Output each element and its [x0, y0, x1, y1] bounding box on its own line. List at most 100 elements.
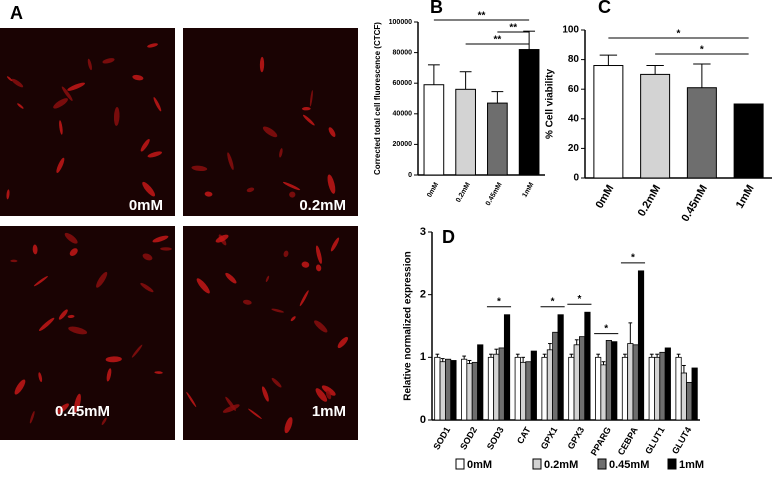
cell [337, 336, 349, 349]
cell [284, 417, 293, 434]
panel-label: D [442, 227, 455, 247]
image-caption: 1mM [312, 403, 346, 420]
cell [56, 157, 65, 173]
significance-label: ** [478, 11, 486, 22]
image-caption: 0.2mM [299, 197, 346, 214]
bar [579, 336, 586, 421]
legend-label: 0mM [467, 459, 492, 471]
y-tick-label: 0 [573, 173, 579, 184]
cell [68, 326, 88, 335]
legend-label: 1mM [679, 459, 704, 471]
cell [289, 191, 296, 198]
bar [557, 314, 564, 421]
significance-label: * [604, 323, 608, 334]
cell [67, 314, 75, 318]
x-tick-label: SOD1 [431, 425, 452, 451]
cell [153, 97, 162, 112]
cell [290, 316, 296, 322]
cell [265, 275, 270, 283]
image-caption: 0mM [129, 197, 163, 214]
cell [39, 317, 55, 332]
cell [330, 237, 340, 252]
significance-label: ** [493, 35, 501, 46]
cell [299, 290, 309, 307]
bar [632, 344, 639, 421]
cell [282, 181, 301, 191]
bar [487, 102, 508, 176]
cell [53, 98, 68, 109]
cell [29, 411, 35, 424]
cell [73, 393, 81, 413]
significance-label: * [551, 296, 555, 307]
x-tick-label: 0.45mM [485, 181, 504, 207]
bar [466, 363, 473, 421]
bar [461, 358, 468, 421]
cell [67, 82, 86, 91]
legend-swatch [667, 458, 677, 470]
cell [315, 388, 328, 402]
cell [10, 259, 18, 263]
cell [61, 86, 73, 101]
y-tick-label: 60000 [393, 80, 413, 87]
bar [621, 356, 629, 421]
cell [105, 356, 122, 363]
bar [593, 65, 624, 179]
cell [196, 278, 210, 294]
legend-label: 0.2mM [544, 459, 578, 471]
significance-label: * [677, 29, 681, 40]
cell [59, 120, 63, 135]
bar [680, 372, 687, 421]
cell [309, 90, 313, 107]
bar [686, 87, 717, 179]
bar [444, 358, 452, 421]
bar [541, 356, 548, 421]
cell [186, 391, 197, 408]
cell [132, 74, 144, 81]
x-tick-label: GLUT4 [670, 425, 693, 456]
x-tick-label: 0.2mM [636, 183, 664, 219]
cell [113, 107, 120, 126]
x-tick-label: GPX1 [539, 425, 560, 451]
significance-label: * [577, 294, 581, 305]
cell [17, 103, 24, 109]
x-tick-label: 0.2mM [455, 181, 472, 204]
bar [605, 340, 612, 421]
bar [477, 344, 484, 421]
cell [32, 244, 38, 255]
cell [222, 404, 240, 413]
cell [191, 165, 208, 172]
cell [262, 126, 278, 138]
cell [142, 181, 156, 197]
cell [225, 272, 237, 284]
bar [423, 84, 445, 176]
bar [600, 364, 607, 421]
bar [648, 356, 655, 421]
micrograph [183, 226, 358, 440]
significance-label: * [497, 296, 501, 307]
bar [450, 360, 457, 421]
cell [315, 245, 322, 264]
bar [664, 347, 671, 421]
cell [301, 261, 310, 268]
image-caption: 0.45mM [55, 403, 110, 420]
x-tick-label: 1mM [734, 183, 757, 211]
bar [637, 270, 645, 421]
cell [328, 127, 336, 137]
cell [64, 232, 78, 244]
y-tick-label: 40000 [393, 111, 413, 118]
y-tick-label: 0 [420, 414, 426, 426]
x-tick-label: 0mM [426, 181, 440, 198]
y-tick-label: 0 [408, 172, 412, 179]
bar [518, 49, 540, 176]
cell [215, 234, 229, 243]
significance-label: * [631, 252, 635, 263]
x-tick-label: SOD3 [485, 425, 506, 451]
cell [140, 282, 154, 293]
x-tick-label: 0mM [594, 183, 617, 211]
significance-label: ** [509, 23, 517, 34]
bar [434, 356, 441, 421]
cell [302, 114, 315, 126]
bar [568, 356, 575, 421]
cell [271, 377, 282, 388]
